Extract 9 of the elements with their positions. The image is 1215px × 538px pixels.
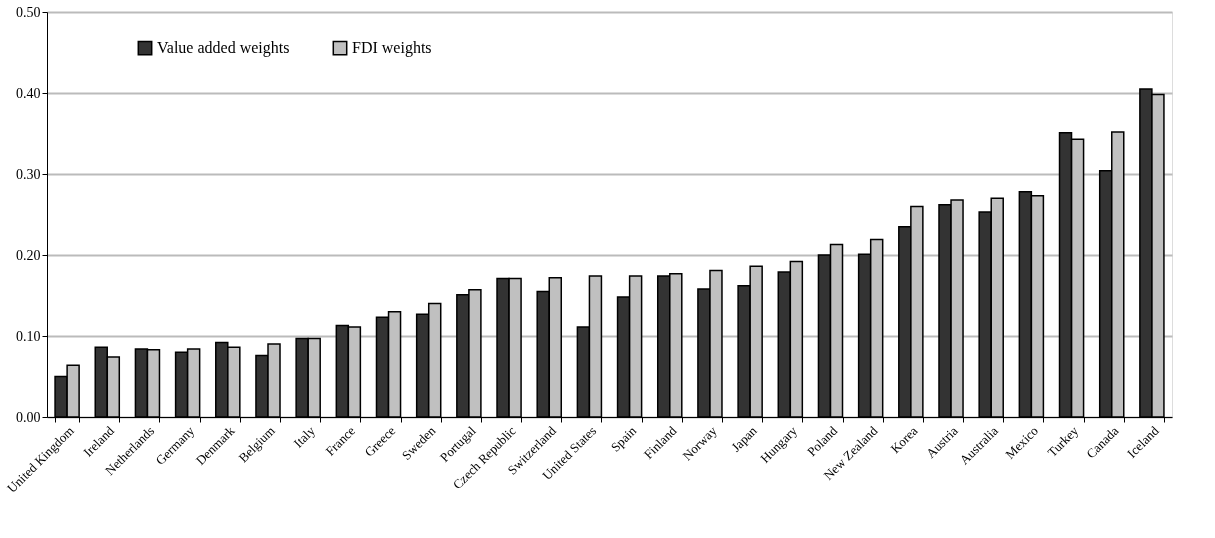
legend-label: FDI weights <box>352 39 432 58</box>
y-tick-label: 0.30 <box>16 166 41 182</box>
y-tick-label: 0.20 <box>16 247 41 263</box>
y-tick-label: 0.40 <box>16 85 41 101</box>
x-tick-label: Italy <box>290 422 319 451</box>
y-tick-label: 0.10 <box>16 328 41 344</box>
y-tick-label: 0.50 <box>16 4 41 20</box>
legend-label: Value added weights <box>157 39 290 58</box>
y-tick-label: 0.00 <box>16 409 41 425</box>
